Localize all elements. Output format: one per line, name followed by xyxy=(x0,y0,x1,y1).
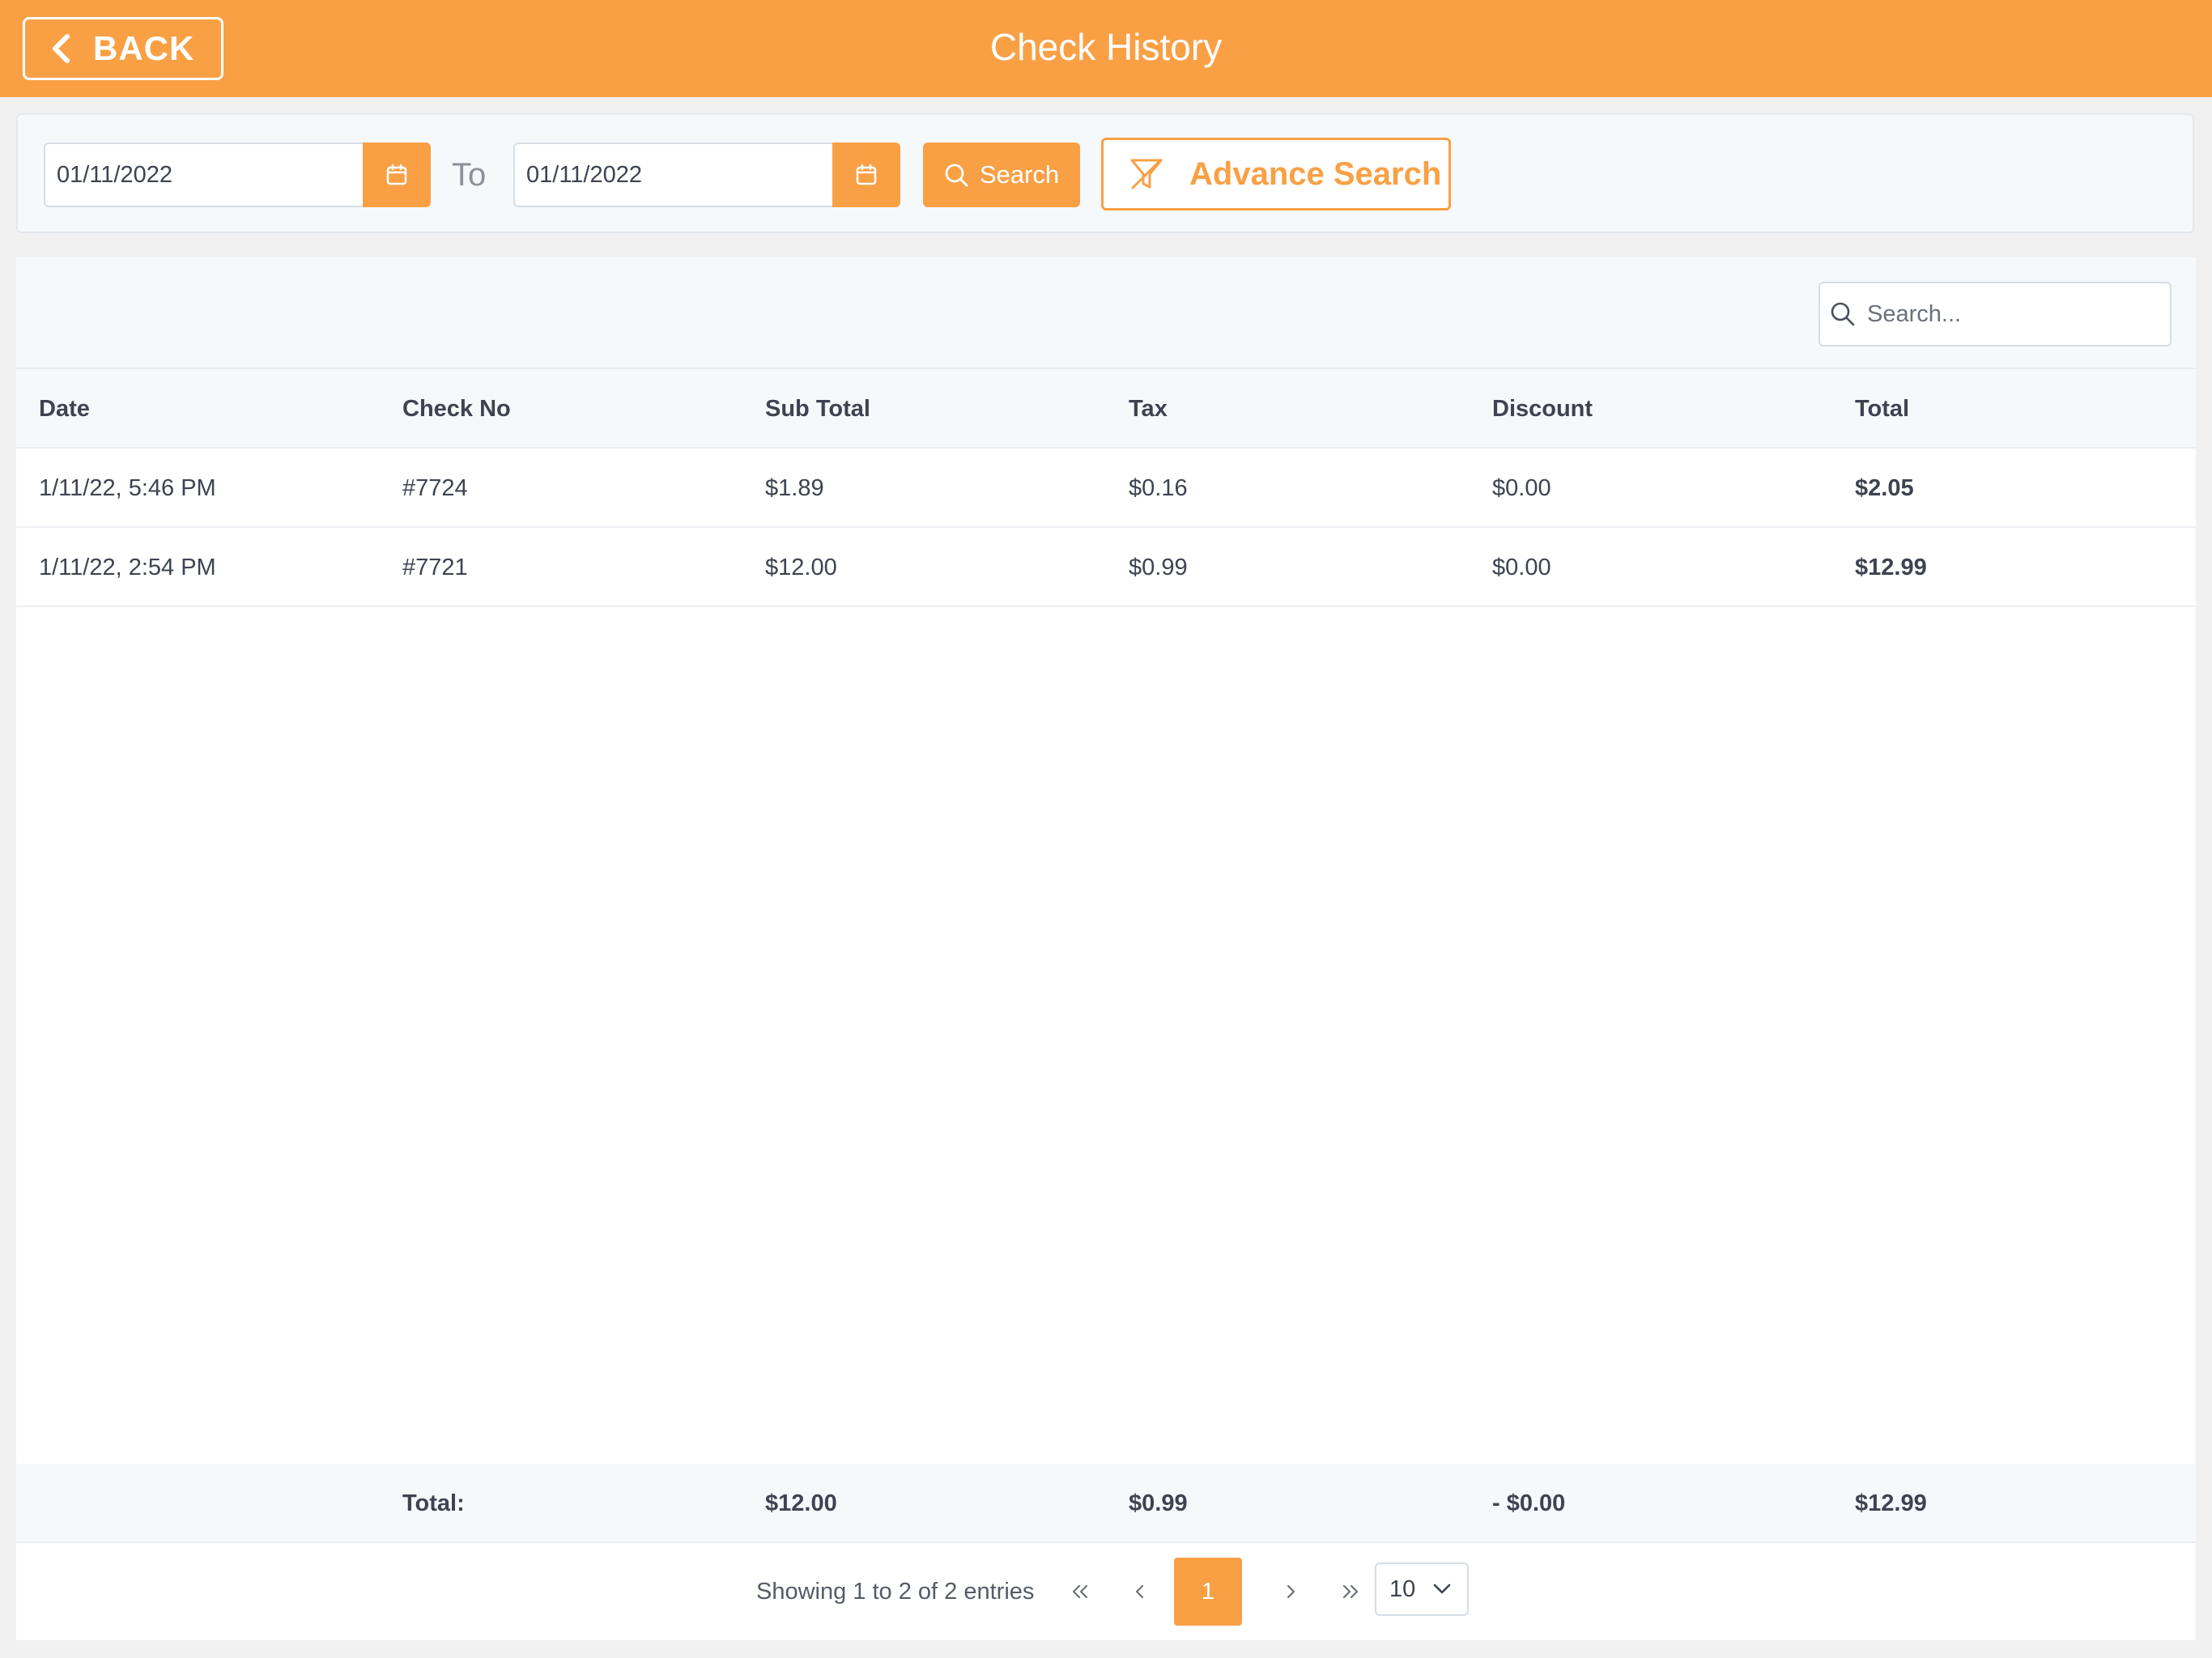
advance-search-button[interactable]: Advance Search xyxy=(1101,138,1451,210)
from-date-calendar-button[interactable] xyxy=(363,142,431,207)
top-bar: Check History BACK xyxy=(0,0,2212,97)
table-header: Date Check No Sub Total Tax Discount Tot… xyxy=(16,369,2196,449)
table-row[interactable]: 1/11/22, 5:46 PM #7724 $1.89 $0.16 $0.00… xyxy=(16,449,2196,528)
back-label: BACK xyxy=(93,29,195,67)
last-page-button[interactable] xyxy=(1331,1572,1370,1611)
double-chevron-left-icon xyxy=(1072,1584,1088,1599)
back-button[interactable]: BACK xyxy=(23,17,223,80)
totals-label: Total: xyxy=(402,1490,465,1516)
advance-search-label: Advance Search xyxy=(1189,155,1442,192)
chevron-left-icon xyxy=(53,34,70,63)
calendar-icon xyxy=(386,164,407,185)
cell-sub-total: $1.89 xyxy=(765,475,824,501)
totals-discount: - $0.00 xyxy=(1492,1490,1566,1516)
entries-info: Showing 1 to 2 of 2 entries xyxy=(756,1579,1035,1605)
search-icon xyxy=(945,164,968,187)
per-page-value: 10 xyxy=(1389,1575,1416,1602)
to-date-input[interactable]: 01/11/2022 xyxy=(513,142,834,207)
table-toolbar: Search... xyxy=(16,257,2196,369)
cell-total: $12.99 xyxy=(1855,555,1927,580)
search-button[interactable]: Search xyxy=(923,142,1080,207)
totals-total: $12.99 xyxy=(1855,1490,1927,1516)
table-totals-row: Total: $12.00 $0.99 - $0.00 $12.99 xyxy=(16,1464,2196,1543)
first-page-button[interactable] xyxy=(1061,1572,1100,1611)
date-filter-panel: 01/11/2022 To 01/11/2022 Search Advance … xyxy=(16,113,2194,233)
cell-tax: $0.99 xyxy=(1129,555,1188,580)
column-header-total[interactable]: Total xyxy=(1855,396,1910,422)
cell-check-no: #7721 xyxy=(402,555,468,580)
cell-discount: $0.00 xyxy=(1492,555,1551,580)
cell-check-no: #7724 xyxy=(402,475,468,501)
chevron-right-icon xyxy=(1287,1584,1295,1599)
page-title: Check History xyxy=(989,26,1223,68)
totals-tax: $0.99 xyxy=(1129,1490,1188,1516)
next-page-button[interactable] xyxy=(1271,1572,1310,1611)
page-button-current[interactable]: 1 xyxy=(1174,1558,1242,1626)
chevron-down-icon xyxy=(1433,1584,1451,1594)
calendar-icon xyxy=(856,164,877,185)
double-chevron-right-icon xyxy=(1342,1584,1359,1599)
filter-off-icon xyxy=(1130,159,1163,189)
check-history-table: Search... Date Check No Sub Total Tax Di… xyxy=(16,257,2196,1640)
chevron-left-icon xyxy=(1135,1584,1144,1599)
table-row[interactable]: 1/11/22, 2:54 PM #7721 $12.00 $0.99 $0.0… xyxy=(16,528,2196,607)
column-header-tax[interactable]: Tax xyxy=(1129,396,1168,422)
column-header-discount[interactable]: Discount xyxy=(1492,396,1593,422)
search-icon xyxy=(1831,302,1855,326)
column-header-sub-total[interactable]: Sub Total xyxy=(765,396,870,422)
cell-sub-total: $12.00 xyxy=(765,555,837,580)
search-button-label: Search xyxy=(979,160,1060,189)
table-search-placeholder: Search... xyxy=(1867,300,1962,327)
to-date-calendar-button[interactable] xyxy=(832,142,900,207)
cell-discount: $0.00 xyxy=(1492,475,1551,501)
previous-page-button[interactable] xyxy=(1121,1572,1159,1611)
table-search-input[interactable]: Search... xyxy=(1819,282,2172,346)
cell-total: $2.05 xyxy=(1855,475,1914,501)
cell-date: 1/11/22, 2:54 PM xyxy=(39,555,216,580)
column-header-date[interactable]: Date xyxy=(39,396,90,422)
cell-date: 1/11/22, 5:46 PM xyxy=(39,475,216,501)
column-header-check-no[interactable]: Check No xyxy=(402,396,511,422)
cell-tax: $0.16 xyxy=(1129,475,1188,501)
to-label: To xyxy=(452,157,487,193)
pagination: Showing 1 to 2 of 2 entries 1 10 xyxy=(16,1543,2196,1640)
per-page-select[interactable]: 10 xyxy=(1375,1562,1469,1616)
totals-sub-total: $12.00 xyxy=(765,1490,837,1516)
from-date-input[interactable]: 01/11/2022 xyxy=(44,142,364,207)
